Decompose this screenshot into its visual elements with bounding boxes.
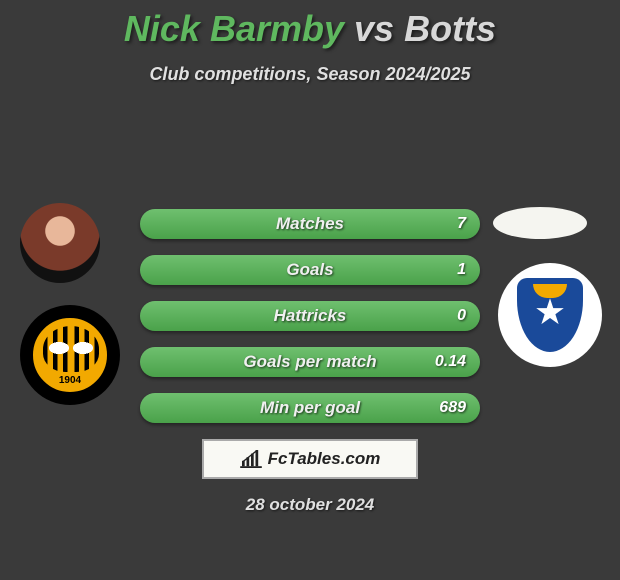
stat-label: Hattricks — [274, 306, 347, 326]
stat-value: 7 — [457, 215, 466, 233]
stat-row-goals-per-match: Goals per match 0.14 — [140, 347, 480, 377]
brand-text: FcTables.com — [268, 449, 381, 469]
player1-avatar — [20, 203, 100, 283]
title-player2: Botts — [404, 8, 496, 49]
player2-avatar — [493, 207, 587, 239]
stat-row-matches: Matches 7 — [140, 209, 480, 239]
hull-city-badge — [30, 315, 110, 395]
stat-row-hattricks: Hattricks 0 — [140, 301, 480, 331]
stat-value: 0 — [457, 307, 466, 325]
stat-label: Goals per match — [243, 352, 376, 372]
comparison-stage: Matches 7 Goals 1 Hattricks 0 Goals per … — [0, 85, 620, 565]
star-icon — [535, 297, 565, 327]
portsmouth-shield — [517, 278, 583, 352]
brand-box: FcTables.com — [202, 439, 418, 479]
page-title: Nick Barmby vs Botts — [0, 0, 620, 50]
stat-row-goals: Goals 1 — [140, 255, 480, 285]
player1-club-logo — [20, 305, 120, 405]
title-player1: Nick Barmby — [124, 8, 344, 49]
bar-chart-icon — [240, 450, 262, 468]
stat-rows: Matches 7 Goals 1 Hattricks 0 Goals per … — [140, 209, 480, 439]
title-vs: vs — [354, 8, 394, 49]
stat-row-min-per-goal: Min per goal 689 — [140, 393, 480, 423]
stat-value: 689 — [439, 399, 466, 417]
crescent-icon — [533, 284, 567, 298]
stat-value: 0.14 — [435, 353, 466, 371]
date-text: 28 october 2024 — [0, 495, 620, 515]
stat-label: Matches — [276, 214, 344, 234]
stat-label: Min per goal — [260, 398, 360, 418]
player2-club-logo — [498, 263, 602, 367]
stat-label: Goals — [286, 260, 333, 280]
tiger-icon — [43, 326, 99, 372]
subtitle: Club competitions, Season 2024/2025 — [0, 64, 620, 85]
stat-value: 1 — [457, 261, 466, 279]
